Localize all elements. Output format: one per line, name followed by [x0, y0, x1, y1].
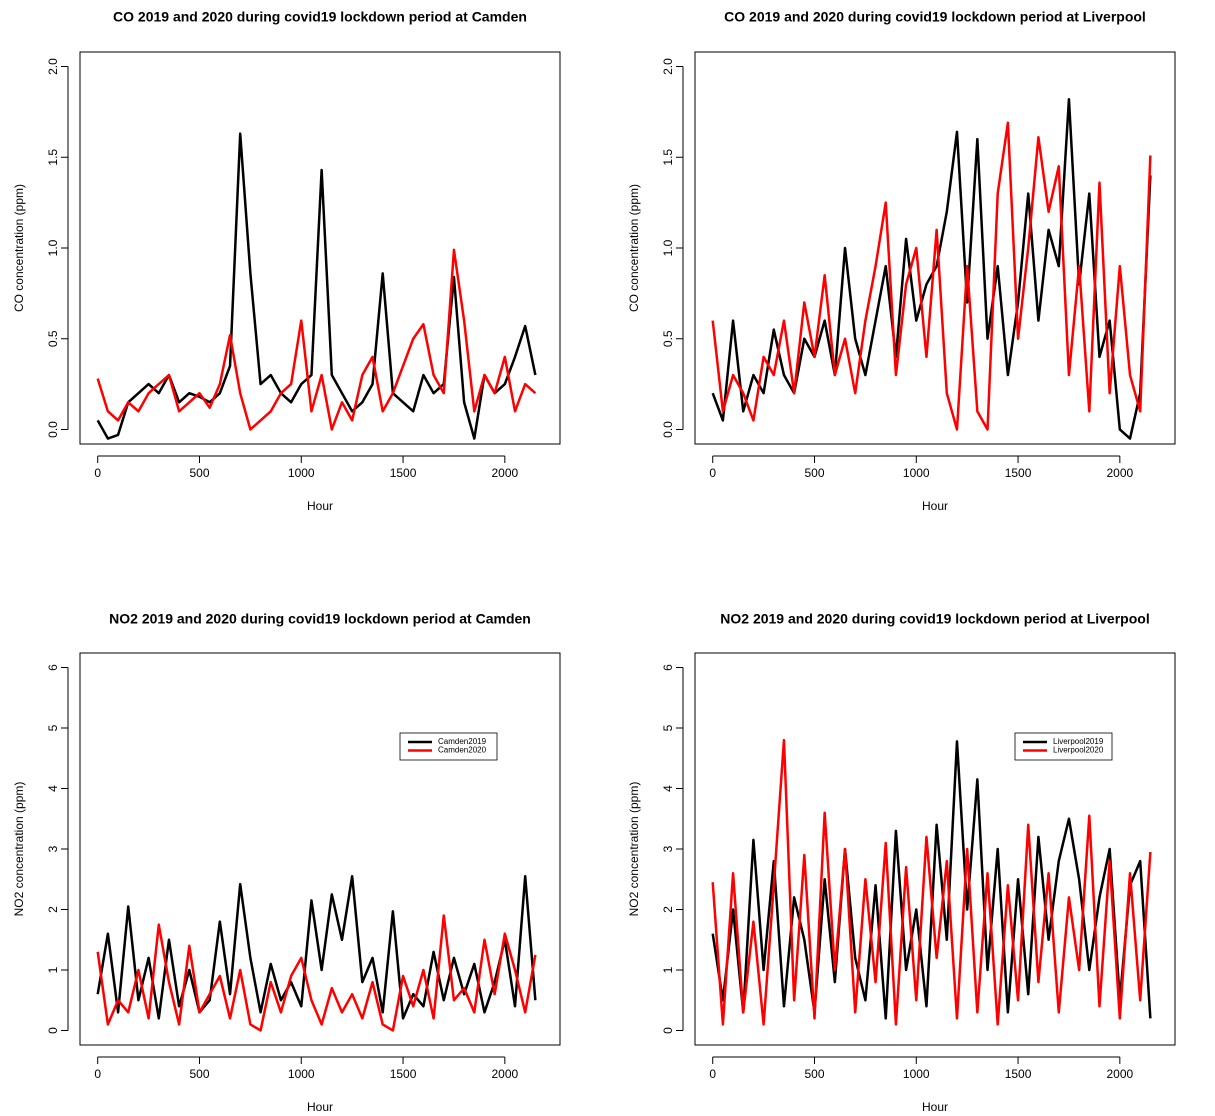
legend-box	[1014, 732, 1113, 761]
x-tick-label: 1000	[903, 466, 930, 480]
plot-frame	[694, 51, 1176, 445]
x-axis-label: Hour	[922, 499, 948, 513]
y-tick-label: 0.5	[661, 330, 675, 347]
legend-box	[399, 732, 498, 761]
y-tick-label: 2.0	[46, 58, 60, 75]
x-tick-label: 500	[189, 466, 209, 480]
plot-frame	[694, 652, 1176, 1046]
x-tick-label: 0	[709, 1067, 716, 1081]
series-line	[96, 248, 537, 431]
x-axis-label: Hour	[307, 1100, 333, 1114]
x-tick-label: 0	[94, 1067, 101, 1081]
y-axis-label: NO2 concentration (ppm)	[12, 782, 26, 917]
y-tick-label: 1.0	[46, 239, 60, 256]
y-tick-label: 4	[661, 785, 675, 792]
y-tick-label: 0	[661, 1027, 675, 1034]
y-tick-label: 0.0	[661, 421, 675, 438]
plot-frame	[79, 652, 561, 1046]
y-axis-label: NO2 concentration (ppm)	[627, 782, 641, 917]
x-tick-label: 1500	[390, 1067, 417, 1081]
x-tick-label: 500	[804, 1067, 824, 1081]
series-line	[711, 740, 1152, 1020]
y-axis-label: CO concentration (ppm)	[12, 184, 26, 312]
x-tick-label: 500	[189, 1067, 209, 1081]
x-tick-label: 1500	[1005, 466, 1032, 480]
y-tick-label: 1	[46, 966, 60, 973]
series-line	[96, 874, 537, 1020]
y-tick-label: 2.0	[661, 58, 675, 75]
legend-label: Camden2019	[438, 737, 487, 746]
chart-title: CO 2019 and 2020 during covid19 lockdown…	[724, 9, 1146, 25]
series-line	[711, 738, 1152, 1026]
chart-title: NO2 2019 and 2020 during covid19 lockdow…	[109, 611, 531, 627]
y-tick-label: 1.5	[46, 149, 60, 166]
y-tick-label: 4	[46, 785, 60, 792]
y-tick-label: 2	[46, 906, 60, 913]
series-line	[711, 97, 1152, 440]
y-tick-label: 6	[661, 664, 675, 671]
y-tick-label: 3	[46, 845, 60, 852]
x-tick-label: 1000	[288, 1067, 315, 1081]
y-tick-label: 6	[46, 664, 60, 671]
x-tick-label: 2000	[491, 466, 518, 480]
series-line	[96, 914, 537, 1032]
y-tick-label: 0	[46, 1027, 60, 1034]
x-tick-label: 2000	[491, 1067, 518, 1081]
x-tick-label: 1000	[903, 1067, 930, 1081]
series-line	[711, 121, 1152, 431]
y-tick-label: 1	[661, 966, 675, 973]
chart-title: CO 2019 and 2020 during covid19 lockdown…	[113, 9, 527, 25]
y-tick-label: 3	[661, 845, 675, 852]
x-tick-label: 2000	[1106, 1067, 1133, 1081]
x-axis-label: Hour	[307, 499, 333, 513]
legend-label: Camden2020	[438, 746, 487, 755]
plot-frame	[79, 51, 561, 445]
x-tick-label: 0	[94, 466, 101, 480]
x-tick-label: 0	[709, 466, 716, 480]
y-tick-label: 0.5	[46, 330, 60, 347]
x-tick-label: 2000	[1106, 466, 1133, 480]
y-tick-label: 5	[46, 724, 60, 731]
x-axis-label: Hour	[922, 1100, 948, 1114]
legend-label: Liverpool2019	[1053, 737, 1104, 746]
x-tick-label: 1500	[390, 466, 417, 480]
chart-title: NO2 2019 and 2020 during covid19 lockdow…	[720, 611, 1149, 627]
y-tick-label: 2	[661, 906, 675, 913]
y-tick-label: 5	[661, 724, 675, 731]
y-tick-label: 0.0	[46, 421, 60, 438]
x-tick-label: 500	[804, 466, 824, 480]
x-tick-label: 1000	[288, 466, 315, 480]
y-tick-label: 1.5	[661, 149, 675, 166]
y-axis-label: CO concentration (ppm)	[627, 184, 641, 312]
legend-label: Liverpool2020	[1053, 746, 1104, 755]
y-tick-label: 1.0	[661, 239, 675, 256]
x-tick-label: 1500	[1005, 1067, 1032, 1081]
